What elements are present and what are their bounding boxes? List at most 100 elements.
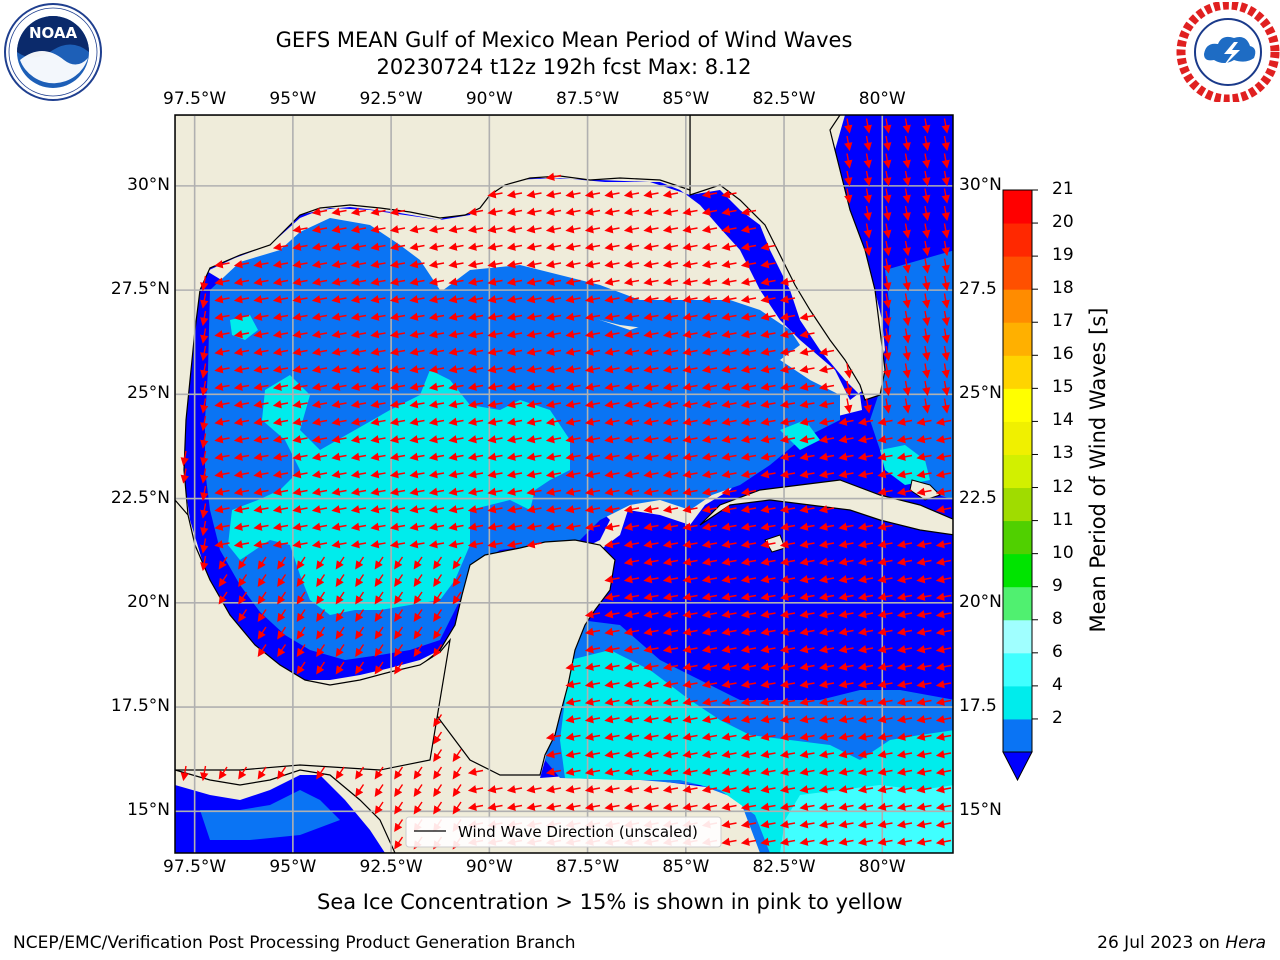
wind-arrow <box>292 540 308 549</box>
wind-arrow <box>701 260 718 269</box>
wind-arrow <box>643 697 659 706</box>
wind-arrow <box>799 645 815 654</box>
wind-arrow <box>350 487 367 496</box>
wind-arrow <box>760 260 776 269</box>
wind-arrow <box>428 522 445 531</box>
wind-arrow <box>584 610 601 619</box>
wind-arrow <box>902 398 911 414</box>
wind-arrow <box>506 470 523 479</box>
wind-arrow <box>799 715 815 724</box>
wind-arrow <box>799 400 815 409</box>
wind-arrow <box>433 714 443 727</box>
wind-arrow <box>467 330 484 339</box>
wind-arrow <box>721 330 737 339</box>
wind-arrow <box>844 188 853 204</box>
wind-arrow <box>604 732 620 741</box>
wind-arrow <box>623 575 640 584</box>
wind-arrow <box>233 417 250 426</box>
wind-arrow <box>857 610 874 619</box>
wind-arrow <box>682 330 698 339</box>
wind-arrow <box>350 295 367 304</box>
wind-arrow <box>433 644 443 657</box>
wind-arrow <box>818 680 835 689</box>
wind-arrow <box>545 470 562 479</box>
wind-arrow <box>682 610 698 619</box>
wind-arrow <box>214 330 230 339</box>
wind-arrow <box>545 347 562 356</box>
wind-arrow <box>818 715 835 724</box>
wind-arrow <box>643 330 659 339</box>
wind-arrow <box>740 207 757 216</box>
wind-arrow <box>370 312 386 321</box>
atlantic-water-main <box>870 250 953 500</box>
wind-arrow <box>584 470 601 479</box>
wind-arrow <box>662 400 679 409</box>
wind-arrow <box>355 591 365 605</box>
wind-arrow <box>662 575 679 584</box>
wind-arrow <box>311 435 328 444</box>
wind-arrow <box>487 382 503 391</box>
wind-arrow <box>370 382 386 391</box>
lon-tick-label: 80°W <box>858 89 906 109</box>
wind-arrow <box>409 225 425 234</box>
wind-arrow <box>857 627 874 636</box>
wind-arrow <box>682 207 698 216</box>
wind-arrow <box>682 557 698 566</box>
wind-arrow <box>331 242 347 251</box>
wind-arrow <box>296 609 306 622</box>
colorbar-label: Mean Period of Wind Waves [s] <box>1086 307 1110 633</box>
wind-arrow <box>857 452 874 461</box>
wind-arrow <box>311 417 328 426</box>
wind-arrow <box>902 118 911 134</box>
wind-arrow <box>311 330 328 339</box>
wind-arrow <box>818 522 835 531</box>
wind-arrow <box>935 610 952 619</box>
wind-arrow <box>428 295 445 304</box>
wind-arrow <box>740 592 757 601</box>
wind-arrow <box>779 365 796 374</box>
wind-arrow <box>941 240 950 257</box>
footer-right: 26 Jul 2023 on Hera <box>1097 933 1266 953</box>
wind-arrow <box>682 732 698 741</box>
wind-arrow <box>214 347 230 356</box>
footer-left: NCEP/EMC/Verification Post Processing Pr… <box>13 933 576 953</box>
wind-arrow <box>428 435 445 444</box>
wind-arrow <box>779 715 796 724</box>
wind-arrow <box>565 260 581 269</box>
wind-arrow <box>877 592 893 601</box>
wind-arrow <box>214 487 230 496</box>
wind-arrow <box>935 627 952 636</box>
wind-arrow <box>682 645 698 654</box>
wind-arrow <box>350 400 367 409</box>
wind-arrow <box>331 505 347 514</box>
wind-arrow <box>311 347 328 356</box>
wind-arrow <box>316 661 326 675</box>
wind-arrow <box>740 662 757 671</box>
wind-arrow <box>526 260 542 269</box>
wind-arrow <box>604 487 620 496</box>
wind-arrow <box>428 540 445 549</box>
wind-arrow <box>941 275 950 292</box>
wind-arrow <box>487 225 503 234</box>
colorbar-tick-label: 15 <box>1052 377 1074 398</box>
wind-arrow <box>448 242 464 251</box>
wind-arrow <box>818 697 835 706</box>
wind-arrow <box>896 417 913 426</box>
wind-arrow <box>740 715 757 724</box>
lat-tick-label: 27.5°N <box>110 279 170 300</box>
wind-arrow <box>331 260 347 269</box>
wind-arrow <box>545 732 562 741</box>
lat-tick-label: 17.5°N <box>110 696 170 717</box>
wind-arrow <box>604 627 620 636</box>
wind-arrow <box>214 260 230 269</box>
wind-arrow <box>721 260 737 269</box>
wind-arrow <box>272 417 289 426</box>
wind-arrow <box>877 470 893 479</box>
wind-arrow <box>214 400 230 409</box>
wind-arrow <box>662 522 679 531</box>
wind-arrow <box>701 732 718 741</box>
wind-arrow <box>643 400 659 409</box>
wind-arrow <box>526 540 542 549</box>
wind-arrow <box>799 312 815 321</box>
wind-arrow <box>902 170 911 187</box>
